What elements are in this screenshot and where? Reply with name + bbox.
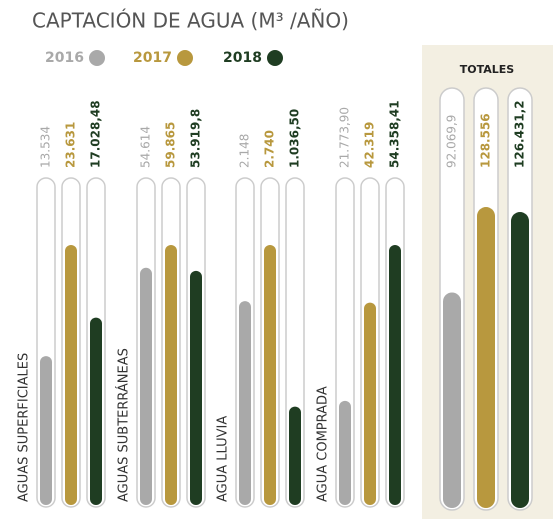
- legend-label: 2016: [45, 50, 84, 66]
- value-label: 21.773,90: [338, 107, 352, 168]
- value-label: 13.534: [39, 126, 53, 168]
- value-label: 54.358,41: [388, 100, 402, 168]
- legend-label: 2018: [223, 50, 262, 66]
- category-label: AGUA COMPRADA: [316, 386, 331, 502]
- category-label: AGUA LLUVIA: [216, 416, 231, 502]
- value-label: 42.319: [363, 122, 377, 168]
- bar: [264, 245, 276, 505]
- bar: [90, 317, 102, 505]
- value-label: 2.148: [238, 134, 252, 168]
- value-label: 17.028,48: [89, 100, 103, 168]
- bar: [289, 406, 301, 505]
- bar: [40, 356, 52, 505]
- category-label: AGUAS SUBTERRÁNEAS: [116, 348, 132, 502]
- chart-title: CAPTACIÓN DE AGUA (M³ /AÑO): [32, 9, 349, 33]
- value-label: 128.556: [479, 113, 493, 168]
- bar: [511, 212, 529, 508]
- value-label: 53.919,8: [189, 109, 203, 168]
- value-label: 1.036,50: [288, 109, 302, 168]
- value-label: 59.865: [164, 122, 178, 168]
- bar: [65, 245, 77, 505]
- bar: [140, 267, 152, 505]
- value-label: 54.614: [139, 126, 153, 168]
- bar: [364, 302, 376, 505]
- bar: [190, 270, 202, 505]
- value-label: 23.631: [64, 122, 78, 168]
- legend-swatch: [267, 50, 283, 66]
- bar: [165, 245, 177, 505]
- bar: [477, 207, 495, 509]
- value-label: 92.069,9: [445, 115, 459, 168]
- value-label: 2.740: [263, 130, 277, 168]
- legend-swatch: [177, 50, 193, 66]
- bar: [389, 245, 401, 505]
- totals-title: TOTALES: [460, 63, 515, 76]
- bar: [443, 292, 461, 508]
- value-label: 126.431,2: [513, 100, 527, 168]
- legend-swatch: [89, 50, 105, 66]
- legend-label: 2017: [133, 50, 172, 66]
- bar: [339, 400, 351, 505]
- bar: [239, 301, 251, 505]
- category-label: AGUAS SUPERFICIALES: [17, 353, 32, 502]
